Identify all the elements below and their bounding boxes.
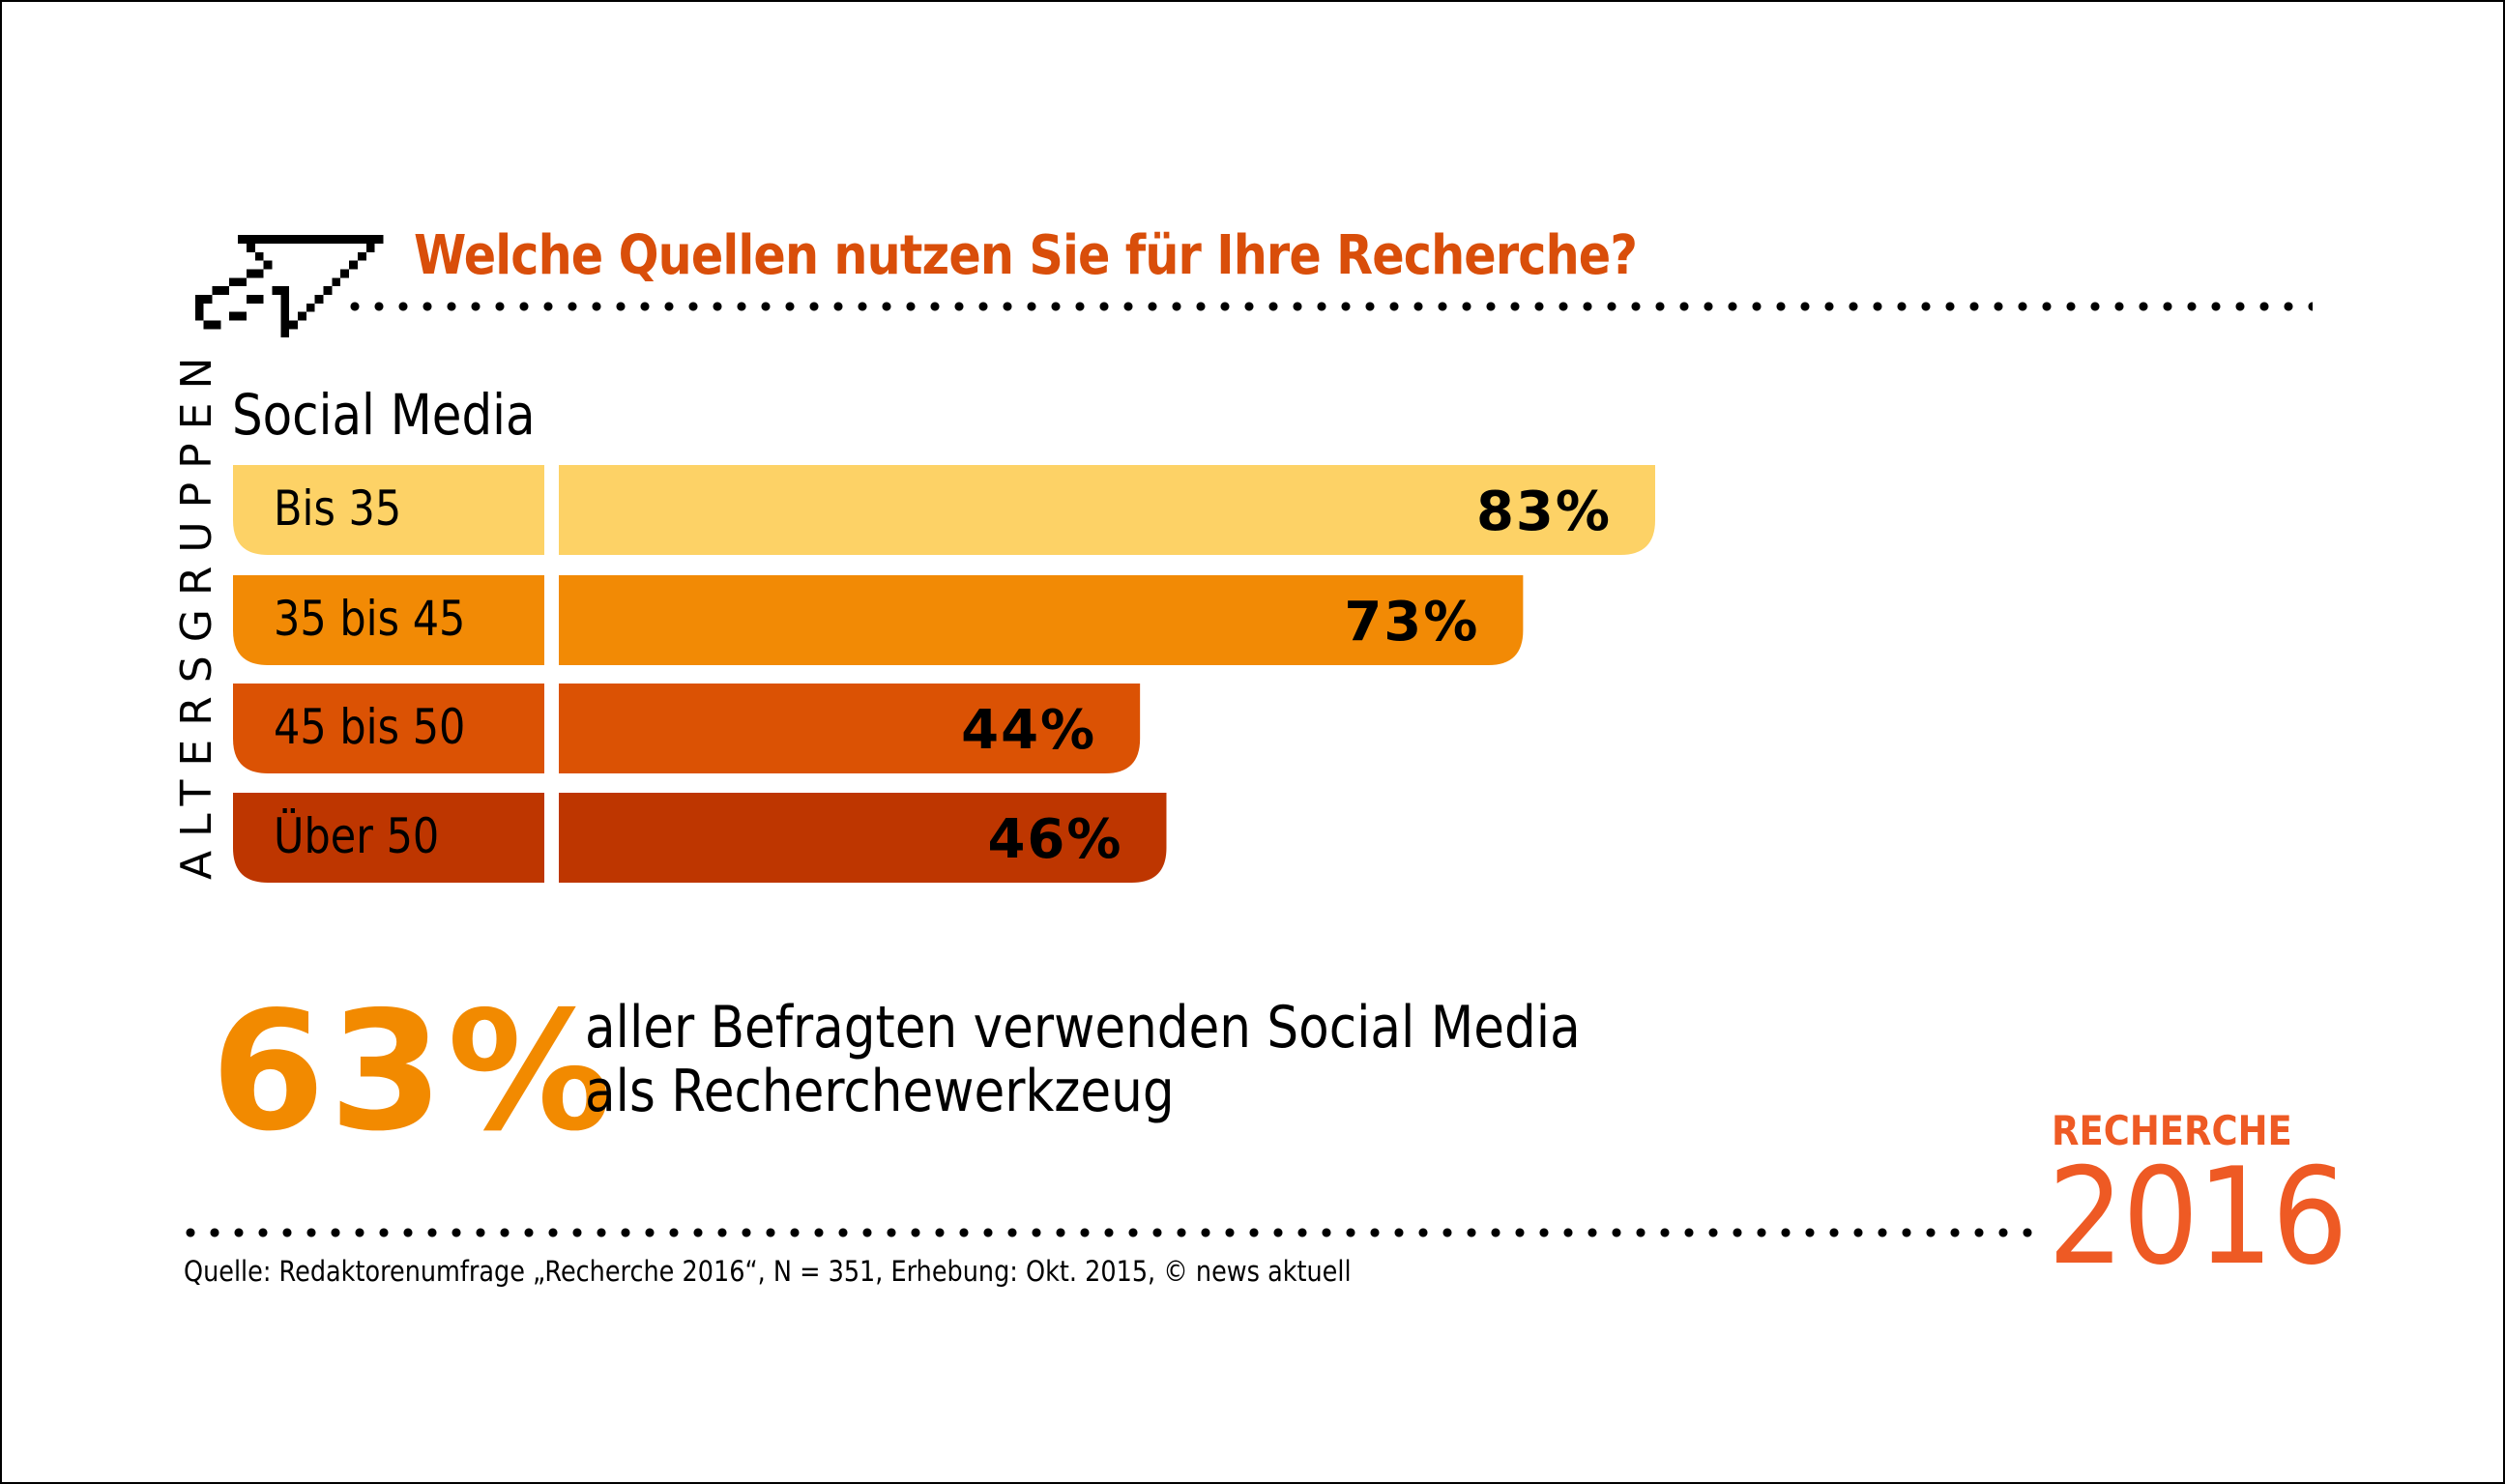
bar [559,793,1167,883]
value-label: 83% [1475,480,1612,543]
logo-recherche: RECHERCHE [2052,1107,2292,1154]
summary-line-2: als Recherchewerkzeug [585,1058,1175,1125]
bar-row [233,465,1655,555]
category-label-block [233,465,544,555]
category-label-block [233,684,544,773]
summary-big-percentage: 63% [211,976,616,1168]
summary-line-1: aller Befragten verwenden Social Media [585,994,1581,1062]
value-label: 73% [1344,591,1480,654]
category-label-block [233,575,544,665]
bar-row [233,793,1167,883]
category-label: Über 50 [274,808,440,864]
bar-row [233,684,1141,773]
value-label: 44% [961,699,1097,762]
pixel-cursor-arrow-icon [194,235,384,338]
dotted-divider-bottom [186,1228,2042,1237]
value-label: 46% [987,808,1123,871]
bar-row [233,575,1524,665]
category-label: Bis 35 [274,480,402,537]
category-label: 35 bis 45 [274,591,466,647]
dotted-divider-top [350,302,2313,311]
chart-question-title: Welche Quellen nutzen Sie für Ihre Reche… [414,224,1638,287]
category-label-block [233,793,544,883]
category-label: 45 bis 50 [274,699,466,755]
logo-year: 2016 [2048,1139,2348,1295]
chart-subtitle: Social Media [232,382,536,448]
bar [559,575,1524,665]
bar [559,465,1655,555]
bar [559,684,1141,773]
summary-text: aller Befragten verwenden Social Media a… [585,996,1581,1123]
source-note: Quelle: Redaktorenumfrage „Recherche 201… [184,1255,1352,1288]
